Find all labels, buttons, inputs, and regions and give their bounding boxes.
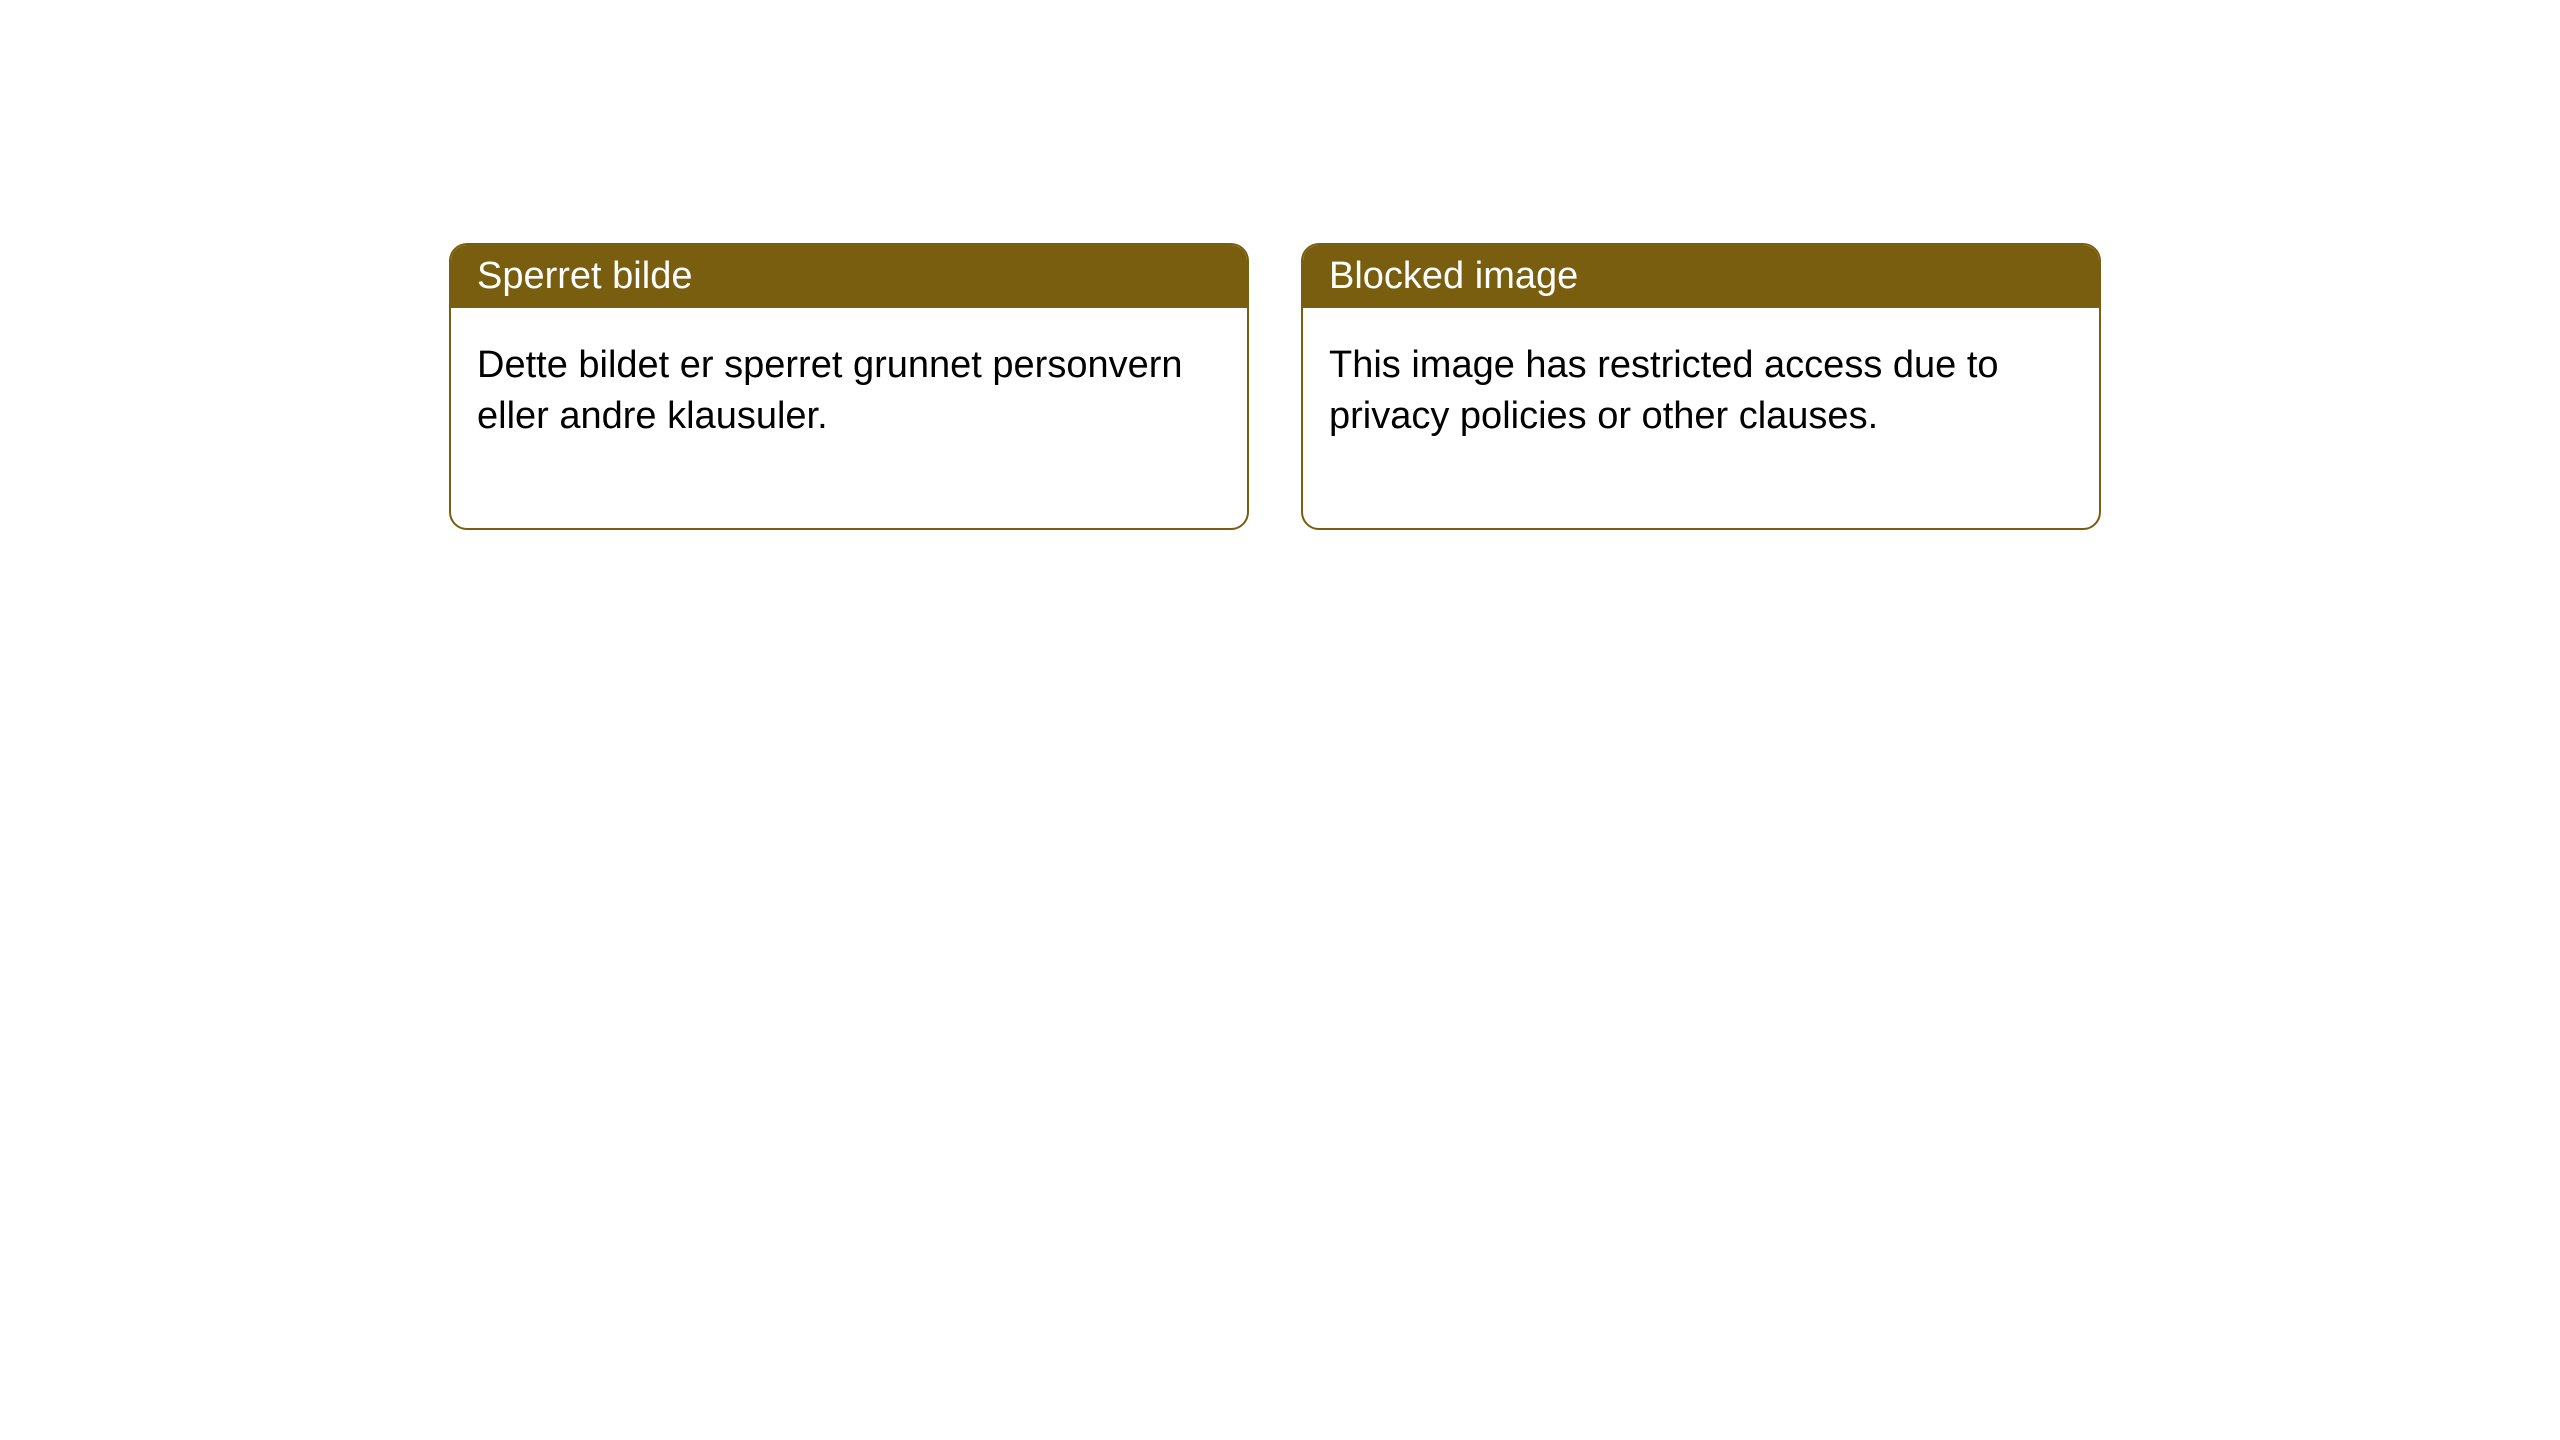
card-title: Sperret bilde: [477, 255, 692, 297]
card-body: Dette bildet er sperret grunnet personve…: [451, 308, 1247, 528]
card-title: Blocked image: [1329, 255, 1578, 297]
card-body-text: Dette bildet er sperret grunnet personve…: [477, 344, 1183, 437]
card-header: Blocked image: [1303, 245, 2099, 308]
notice-container: Sperret bilde Dette bildet er sperret gr…: [0, 0, 2560, 530]
card-header: Sperret bilde: [451, 245, 1247, 308]
blocked-image-card-no: Sperret bilde Dette bildet er sperret gr…: [449, 243, 1249, 530]
card-body: This image has restricted access due to …: [1303, 308, 2099, 528]
card-body-text: This image has restricted access due to …: [1329, 344, 1999, 437]
blocked-image-card-en: Blocked image This image has restricted …: [1301, 243, 2101, 530]
